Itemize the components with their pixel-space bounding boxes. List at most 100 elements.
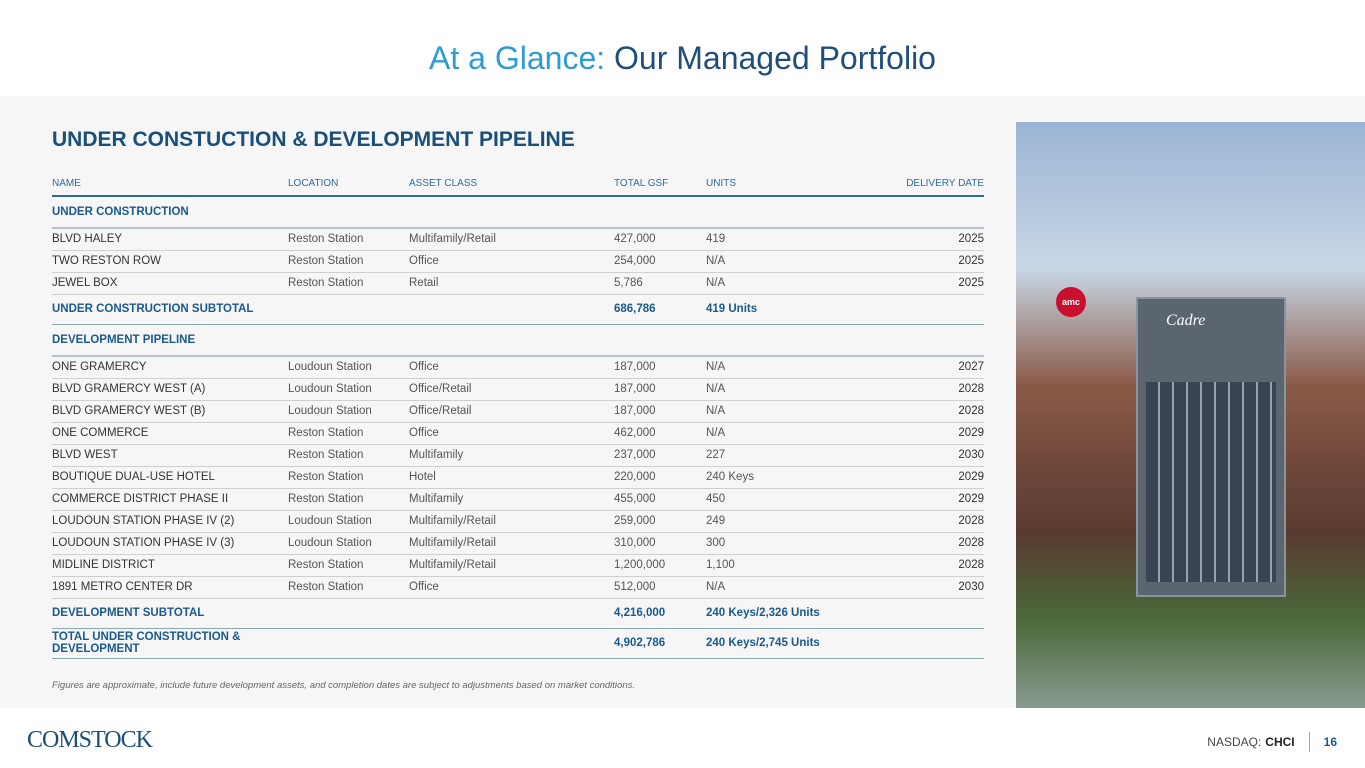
cell: Hotel: [409, 466, 614, 489]
cell: 455,000: [614, 488, 706, 511]
cell: 1,200,000: [614, 554, 706, 577]
cell: 187,000: [614, 400, 706, 423]
cell: 2025: [871, 250, 984, 273]
cell: [288, 294, 409, 325]
cell: MIDLINE DISTRICT: [52, 554, 288, 577]
table-row: 1891 METRO CENTER DR Reston Station Office…: [52, 576, 984, 599]
table-row: ONE GRAMERCY Loudoun Station Office 187,000…: [52, 356, 984, 379]
cell: LOUDOUN STATION PHASE IV (3): [52, 532, 288, 555]
table-row: COMMERCE DISTRICT PHASE II Reston Station…: [52, 488, 984, 511]
cell: 2030: [871, 576, 984, 599]
cell: Multifamily/Retail: [409, 228, 614, 251]
cadre-sign: Cadre: [1166, 312, 1206, 329]
cell: Office: [409, 356, 614, 379]
cell: N/A: [706, 422, 872, 445]
cell: Retail: [409, 272, 614, 295]
cell: Loudoun Station: [288, 510, 409, 533]
cell: [871, 294, 984, 325]
table-row: BLVD WEST Reston Station Multifamily 237,00…: [52, 444, 984, 467]
cell: 2027: [871, 356, 984, 379]
footnote: Figures are approximate, include future …: [52, 680, 635, 691]
cell: 2028: [871, 532, 984, 555]
cell: Multifamily: [409, 488, 614, 511]
cell: TOTAL UNDER CONSTRUCTION & DEVELOPMENT: [52, 628, 288, 659]
table-row: TWO RESTON ROW Reston Station Office 254,00…: [52, 250, 984, 273]
building-glass: [1146, 382, 1276, 582]
cell: 2028: [871, 400, 984, 423]
cell: [288, 598, 409, 629]
cell: 2025: [871, 228, 984, 251]
cell: 240 Keys: [706, 466, 872, 489]
cell: 5,786: [614, 272, 706, 295]
cell: [871, 628, 984, 659]
cell: Loudoun Station: [288, 532, 409, 555]
cell: Office: [409, 576, 614, 599]
cell: 419: [706, 228, 872, 251]
cell: 254,000: [614, 250, 706, 273]
cell: 512,000: [614, 576, 706, 599]
cell: BLVD HALEY: [52, 228, 288, 251]
cell: 1891 METRO CENTER DR: [52, 576, 288, 599]
cell: N/A: [706, 250, 872, 273]
cell: 310,000: [614, 532, 706, 555]
cell: [409, 598, 614, 629]
cell: 2029: [871, 422, 984, 445]
cell: 2029: [871, 466, 984, 489]
cell: 2028: [871, 510, 984, 533]
cell: Reston Station: [288, 554, 409, 577]
column-header: NAME: [52, 178, 288, 197]
cell: DEVELOPMENT SUBTOTAL: [52, 598, 288, 629]
cell: Multifamily: [409, 444, 614, 467]
cell: 427,000: [614, 228, 706, 251]
cell: BOUTIQUE DUAL-USE HOTEL: [52, 466, 288, 489]
cell: 686,786: [614, 294, 706, 325]
cell: [288, 628, 409, 659]
column-header: ASSET CLASS: [409, 178, 614, 197]
cell: Office/Retail: [409, 400, 614, 423]
cell: Loudoun Station: [288, 356, 409, 379]
divider: [1308, 732, 1310, 752]
cell: BLVD GRAMERCY WEST (B): [52, 400, 288, 423]
column-header: LOCATION: [288, 178, 409, 197]
cell: 419 Units: [706, 294, 872, 325]
cell: Reston Station: [288, 576, 409, 599]
cell: 220,000: [614, 466, 706, 489]
cell: 300: [706, 532, 872, 555]
table-row: BLVD GRAMERCY WEST (A) Loudoun Station Off…: [52, 378, 984, 401]
cell: 227: [706, 444, 872, 467]
cell: Reston Station: [288, 466, 409, 489]
cell: TWO RESTON ROW: [52, 250, 288, 273]
cell: JEWEL BOX: [52, 272, 288, 295]
cell: 2030: [871, 444, 984, 467]
cell: Multifamily/Retail: [409, 532, 614, 555]
cell: 1,100: [706, 554, 872, 577]
table-row: JEWEL BOX Reston Station Retail 5,786 N/A 202…: [52, 272, 984, 295]
cell: Multifamily/Retail: [409, 510, 614, 533]
cell: COMMERCE DISTRICT PHASE II: [52, 488, 288, 511]
cell: Reston Station: [288, 228, 409, 251]
cell: Loudoun Station: [288, 400, 409, 423]
table-row: BLVD GRAMERCY WEST (B) Loudoun Station Off…: [52, 400, 984, 423]
cell: 450: [706, 488, 872, 511]
cell: 4,216,000: [614, 598, 706, 629]
amc-sign: amc: [1056, 287, 1086, 317]
section-label: DEVELOPMENT PIPELINE: [52, 324, 984, 357]
cell: Reston Station: [288, 488, 409, 511]
cell: LOUDOUN STATION PHASE IV (2): [52, 510, 288, 533]
cell: N/A: [706, 356, 872, 379]
subtotal-row: DEVELOPMENT SUBTOTAL 4,216,000 240 Keys/2,…: [52, 598, 984, 629]
cell: Office/Retail: [409, 378, 614, 401]
column-header: TOTAL GSF: [614, 178, 706, 197]
cell: Multifamily/Retail: [409, 554, 614, 577]
subtotal-row: TOTAL UNDER CONSTRUCTION & DEVELOPMENT 4,…: [52, 628, 984, 659]
cell: N/A: [706, 272, 872, 295]
subtotal-row: UNDER CONSTRUCTION SUBTOTAL 686,786 419 Un…: [52, 294, 984, 325]
table-row: BOUTIQUE DUAL-USE HOTEL Reston Station Hot…: [52, 466, 984, 489]
table-row: ONE COMMERCE Reston Station Office 462,000 N…: [52, 422, 984, 445]
building-photo: amc Cadre: [1016, 122, 1365, 708]
cell: [409, 628, 614, 659]
cell: 187,000: [614, 356, 706, 379]
cell: UNDER CONSTRUCTION SUBTOTAL: [52, 294, 288, 325]
cell: 2028: [871, 378, 984, 401]
section-heading: UNDER CONSTUCTION & DEVELOPMENT PIPELINE: [52, 128, 575, 151]
